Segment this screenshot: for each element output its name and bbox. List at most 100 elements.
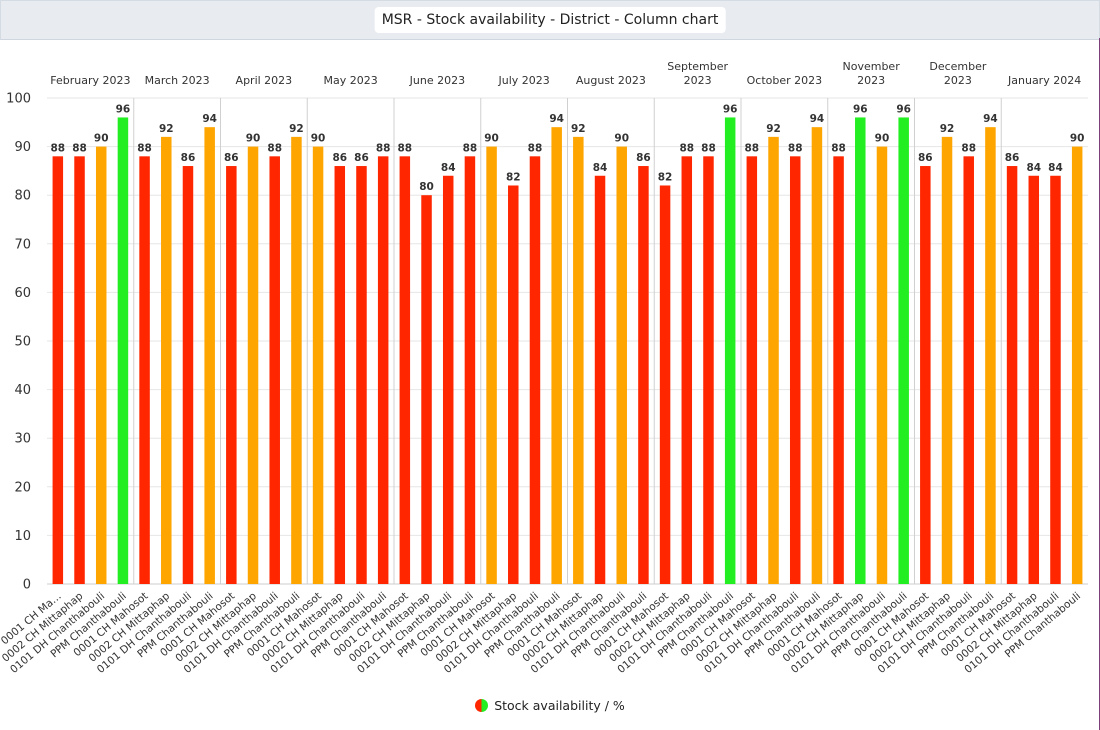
title-bar: MSR - Stock availability - District - Co… [0, 0, 1100, 40]
bar [117, 117, 129, 584]
bar [1050, 175, 1061, 584]
bar [898, 117, 909, 584]
bar [724, 117, 736, 584]
legend-swatch-icon [475, 699, 489, 712]
data-label: 90 [311, 133, 326, 145]
y-tick-label: 100 [6, 92, 31, 107]
bar [746, 156, 758, 584]
bar [659, 185, 671, 585]
bar [74, 156, 85, 584]
data-label: 92 [159, 123, 174, 135]
data-label: 88 [51, 142, 66, 154]
bar [963, 156, 974, 584]
data-label: 88 [376, 142, 391, 154]
data-label: 88 [137, 142, 152, 154]
data-label: 88 [267, 142, 282, 154]
data-label: 88 [831, 142, 846, 154]
legend[interactable]: Stock availability / % [0, 698, 1100, 713]
bar [312, 146, 324, 584]
y-tick-label: 60 [14, 286, 31, 301]
data-label: 90 [1070, 133, 1085, 145]
data-label: 88 [398, 142, 413, 154]
bar [985, 127, 996, 584]
data-label: 86 [354, 152, 369, 164]
group-label: November [843, 60, 901, 73]
bar [161, 136, 172, 584]
group-label: July 2023 [497, 74, 549, 87]
chart-title: MSR - Stock availability - District - Co… [374, 7, 726, 33]
bar [486, 146, 497, 584]
data-label: 88 [72, 142, 87, 154]
bar [681, 156, 693, 584]
y-tick-label: 40 [14, 383, 31, 398]
bar [833, 156, 844, 584]
bar [182, 166, 194, 585]
data-label: 88 [679, 142, 694, 154]
group-label: August 2023 [576, 74, 646, 87]
bar [941, 136, 953, 584]
bar [226, 166, 237, 585]
group-label: September [667, 60, 728, 73]
group-label: October 2023 [747, 74, 823, 87]
legend-label: Stock availability / % [494, 698, 625, 713]
data-label: 94 [983, 113, 998, 125]
data-label: 82 [506, 171, 521, 183]
group-label: June 2023 [409, 74, 465, 87]
bar [139, 156, 150, 584]
bar [920, 166, 931, 585]
data-label: 84 [593, 162, 608, 174]
y-tick-label: 30 [14, 432, 31, 447]
bar [377, 156, 389, 584]
bar [1006, 166, 1018, 585]
bar [811, 127, 823, 584]
bar [334, 166, 346, 585]
data-label: 90 [484, 133, 499, 145]
data-label: 90 [614, 133, 629, 145]
group-label: April 2023 [236, 74, 293, 87]
data-label: 88 [961, 142, 976, 154]
y-tick-label: 90 [14, 140, 31, 155]
y-tick-label: 20 [14, 480, 31, 495]
data-label: 86 [1005, 152, 1020, 164]
data-label: 92 [571, 123, 586, 135]
data-label: 84 [1048, 162, 1063, 174]
y-tick-label: 10 [14, 529, 31, 544]
data-label: 88 [701, 142, 716, 154]
bar [529, 156, 541, 584]
group-label: 2023 [684, 74, 712, 87]
data-label: 94 [810, 113, 825, 125]
data-label: 86 [181, 152, 196, 164]
data-label: 86 [332, 152, 347, 164]
data-label: 86 [224, 152, 239, 164]
data-label: 96 [723, 103, 738, 115]
y-tick-label: 80 [14, 189, 31, 204]
y-tick-label: 50 [14, 335, 31, 350]
bar [442, 175, 454, 584]
group-label: May 2023 [324, 74, 378, 87]
bar [855, 117, 866, 584]
bar [1028, 175, 1040, 584]
data-label: 90 [94, 133, 109, 145]
data-label: 94 [202, 113, 217, 125]
group-label: March 2023 [145, 74, 210, 87]
data-label: 86 [918, 152, 933, 164]
data-label: 88 [788, 142, 803, 154]
bar [95, 146, 107, 584]
data-label: 94 [549, 113, 564, 125]
bar [356, 166, 367, 585]
data-label: 92 [940, 123, 955, 135]
data-label: 80 [419, 181, 434, 193]
y-tick-label: 0 [23, 578, 31, 593]
group-label: January 2024 [1007, 74, 1081, 87]
bar [421, 195, 432, 584]
group-label: December [929, 60, 987, 73]
data-label: 86 [636, 152, 651, 164]
bar [204, 127, 215, 584]
data-label: 82 [658, 171, 673, 183]
data-label: 96 [853, 103, 868, 115]
bar [616, 146, 627, 584]
bar [876, 146, 888, 584]
bar [768, 136, 779, 584]
bar [638, 166, 649, 585]
